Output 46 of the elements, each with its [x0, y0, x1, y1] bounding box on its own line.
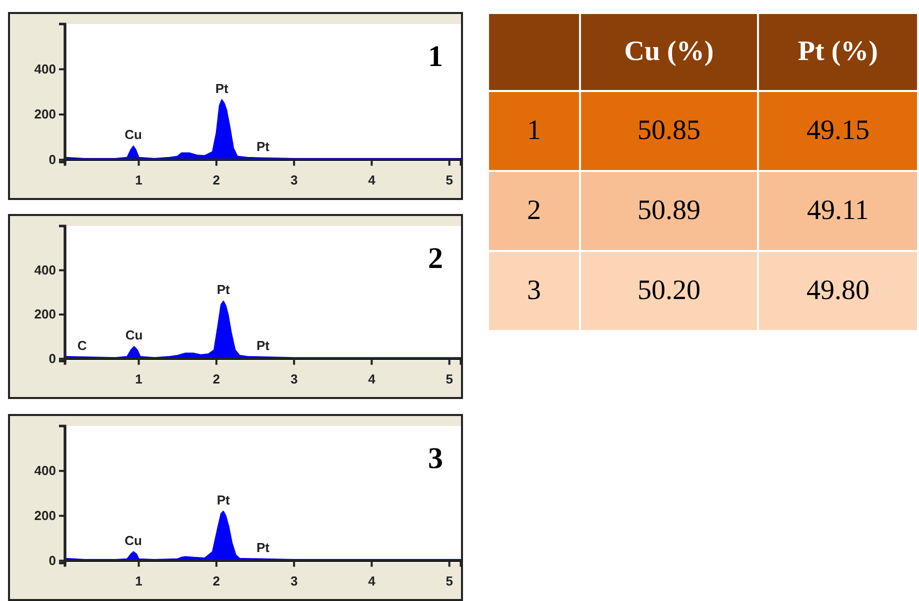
x-tick-label: 2	[212, 371, 220, 386]
x-tick-label: 2	[212, 172, 220, 188]
x-tick-label: 3	[290, 172, 298, 188]
x-tick-label: 5	[446, 172, 453, 188]
series-label: Cu (%)	[580, 13, 758, 91]
data-label: 50.20	[580, 251, 758, 331]
text: 3	[428, 442, 443, 475]
y-tick-label: 0	[48, 552, 56, 568]
annotation: Pt	[216, 282, 231, 298]
y-tick-label: 0	[48, 350, 56, 366]
x-tick-label: 1	[135, 172, 142, 188]
data-label: 49.15	[758, 91, 918, 171]
data-label: 50.85	[580, 91, 758, 171]
x-tick-label: 3	[290, 573, 298, 588]
x-tick-label: 4	[368, 573, 376, 588]
annotation: C	[77, 338, 88, 354]
annotation: Pt	[256, 540, 270, 555]
annotation: Pt	[215, 80, 230, 96]
annotation: Cu	[125, 328, 143, 343]
y-tick-label: 200	[34, 508, 56, 523]
data-label: 49.80	[758, 251, 918, 331]
annotation: Cu	[124, 127, 142, 142]
x-tick-label: 4	[368, 371, 376, 386]
x-tick-label: 5	[446, 573, 453, 588]
data-label: 50.89	[580, 171, 758, 251]
annotation: Pt	[256, 138, 270, 154]
category-label: 3	[488, 251, 580, 331]
y-tick-label: 200	[34, 106, 56, 122]
data-label: 49.11	[758, 171, 918, 251]
text: 2	[428, 242, 443, 275]
annotation: Pt	[216, 492, 231, 508]
y-tick-label: 400	[34, 463, 56, 478]
y-tick-label: 400	[34, 61, 56, 76]
y-tick-label: 0	[48, 152, 56, 167]
x-tick-label: 4	[368, 172, 376, 188]
y-tick-label: 200	[34, 306, 56, 322]
x-tick-label: 1	[135, 573, 142, 588]
text: 1	[428, 40, 443, 73]
y-tick-label: 400	[34, 262, 56, 278]
x-tick-label: 2	[212, 573, 220, 588]
x-tick-label: 5	[446, 371, 453, 386]
x-tick-label: 3	[290, 371, 298, 386]
annotation: Pt	[256, 338, 270, 354]
annotation: Cu	[124, 532, 142, 548]
x-tick-label: 1	[135, 371, 142, 386]
series-label: Pt (%)	[758, 13, 918, 91]
